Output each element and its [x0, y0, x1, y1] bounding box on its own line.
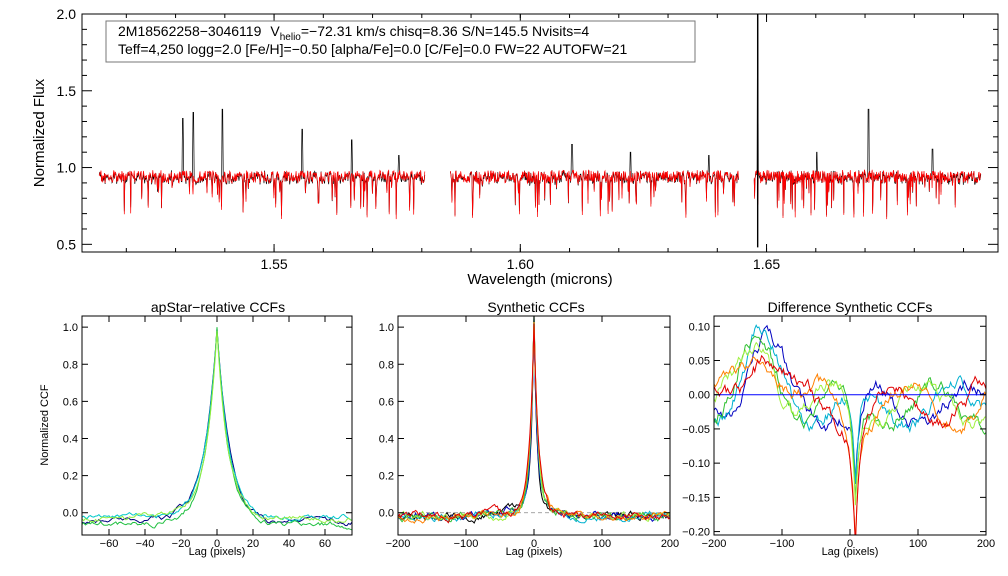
apstar-ccf-visit-3	[82, 327, 352, 531]
spectrum-ytick-label: 2.0	[57, 6, 77, 22]
apstar-ccf-ytick-label: 0.4	[63, 433, 78, 445]
synthetic-ccf-ytick-label: 0.6	[379, 396, 394, 408]
difference-ccf-xlabel: Lag (pixels)	[822, 546, 879, 558]
spectrum-xtick-label: 1.55	[260, 256, 287, 272]
difference-ccf-ytick-label: −0.05	[682, 424, 710, 436]
spectrum-ytick-label: 1.0	[57, 160, 77, 176]
apstar-ccf-visit-4	[82, 330, 352, 524]
apstar-ccf-ytick-label: 1.0	[63, 322, 78, 334]
apstar-ccf-ytick-label: 0.2	[63, 471, 78, 483]
difference-ccf-xtick-label: −200	[702, 538, 727, 550]
difference-ccf-xtick-label: 100	[909, 538, 927, 550]
spectrum-ytick-label: 0.5	[57, 236, 77, 252]
difference-ccf-ytick-label: 0.10	[689, 321, 710, 333]
apstar-ccf-xlabel: Lag (pixels)	[189, 546, 246, 558]
spectrum-lines	[98, 13, 982, 248]
synthetic-ccf-xtick-label: −200	[386, 538, 411, 550]
difference-ccf-ytick-label: −0.20	[682, 527, 710, 539]
difference-ccf-blue	[714, 324, 986, 484]
star-id: 2M18562258−3046119	[118, 23, 262, 39]
difference-ccf-xtick-label: −100	[770, 538, 795, 550]
apstar-ccf-xtick-label: −60	[100, 538, 119, 550]
difference-ccf-series	[714, 324, 986, 535]
synthetic-ccf-xtick-label: 0	[531, 538, 537, 550]
vhelio-label: V	[270, 23, 280, 39]
spectrum-xtick-label: 1.65	[753, 256, 780, 272]
synthetic-ccf-panel: Synthetic CCFs −200 −100 0 100 200 0.0 0.2 0.4 0…	[379, 299, 679, 558]
synthetic-ccf-ytick-label: 0.2	[379, 471, 394, 483]
apstar-ccf-xtick-label: 40	[283, 538, 295, 550]
apstar-ccf-title: apStar−relative CCFs	[151, 299, 285, 315]
annotation-stats: =−72.31 km/s chisq=8.36 S/N=145.5 Nvisit…	[301, 23, 590, 39]
model-spectrum-chip-1	[98, 169, 426, 220]
apstar-ccf-xtick-label: 0	[214, 538, 220, 550]
difference-ccf-xtick-label: 0	[847, 538, 853, 550]
apstar-ccf-ylabel: Normalized CCF	[39, 384, 51, 466]
apstar-ccf-ytick-label: 0.0	[63, 508, 78, 520]
annotation-box	[105, 20, 696, 63]
synthetic-ccf-title: Synthetic CCFs	[487, 299, 584, 315]
spectrum-frame	[81, 13, 999, 253]
annotation-line-2: Teff=4,250 logg=2.0 [Fe/H]=−0.50 [alpha/…	[118, 41, 627, 57]
model-spectrum-chip-2	[450, 169, 739, 218]
model-spectrum-chip-3	[753, 169, 981, 220]
annotation-line-1: 2M18562258−3046119 Vhelio=−72.31 km/s chi…	[118, 23, 589, 43]
apstar-ccf-xtick-label: −20	[172, 538, 191, 550]
synthetic-ccf-ticks: −200 −100 0 100 200 0.0 0.2 0.4 0.6 0.8 1.0	[379, 316, 679, 550]
spectrum-ylabel: Normalized Flux	[31, 78, 48, 187]
spectrum-ticks: 1.55 1.60 1.65 0.5 1.0 1.5 2.0	[57, 6, 998, 272]
apstar-ccf-xtick-label: 60	[319, 538, 331, 550]
difference-ccf-panel: Difference Synthetic CCFs −200 −100 0 100 20…	[682, 299, 995, 558]
synthetic-ccf-ytick-label: 1.0	[379, 322, 394, 334]
difference-ccf-red	[714, 354, 986, 535]
synthetic-ccf-xlabel: Lag (pixels)	[506, 546, 563, 558]
difference-ccf-ytick-label: 0.00	[689, 390, 710, 402]
apstar-ccf-ytick-label: 0.6	[63, 396, 78, 408]
difference-ccf-ytick-label: −0.10	[682, 458, 710, 470]
difference-ccf-lime	[714, 341, 986, 506]
apstar-ccf-lines	[82, 327, 352, 531]
spectrum-ytick-label: 1.5	[57, 83, 77, 99]
vhelio-subscript: helio	[280, 32, 302, 43]
difference-ccf-ytick-label: −0.15	[682, 492, 710, 504]
synthetic-ccf-ytick-label: 0.4	[379, 433, 394, 445]
synthetic-ccf-xtick-label: 100	[593, 538, 611, 550]
synthetic-ccf-ytick-label: 0.8	[379, 359, 394, 371]
difference-ccf-ticks: −200 −100 0 100 200 0.10 0.05 0.00 −0.05 −0.10 −0.…	[682, 316, 995, 550]
synthetic-ccf-xtick-label: −100	[454, 538, 479, 550]
spectrum-panel: 1.55 1.60 1.65 0.5 1.0 1.5 2.0 Wavelength (mic…	[31, 6, 999, 288]
synthetic-ccf-red	[398, 323, 670, 524]
synthetic-ccf-ytick-label: 0.0	[379, 508, 394, 520]
difference-ccf-title: Difference Synthetic CCFs	[768, 299, 933, 315]
apstar-ccf-ticks: −60 −40 −20 0 20 40 60 0.0 0.2 0.4 0.6 0.8 1.0	[63, 316, 352, 550]
apstar-ccf-series	[82, 327, 352, 531]
difference-ccf-cyan	[714, 324, 986, 484]
apstar-ccf-xtick-label: −40	[136, 538, 155, 550]
difference-ccf-xtick-label: 200	[977, 538, 995, 550]
difference-ccf-ytick-label: 0.05	[689, 355, 710, 367]
difference-ccf-lines	[714, 324, 986, 535]
synthetic-ccf-xtick-label: 200	[661, 538, 679, 550]
spectrum-xlabel: Wavelength (microns)	[467, 271, 612, 288]
apstar-ccf-xtick-label: 20	[247, 538, 259, 550]
spectrum-xtick-label: 1.60	[507, 256, 534, 272]
apstar-ccf-panel: apStar−relative CCFs −60 −40 −20 0 20 40 60 0.0…	[39, 299, 353, 558]
apstar-ccf-ytick-label: 0.8	[63, 359, 78, 371]
